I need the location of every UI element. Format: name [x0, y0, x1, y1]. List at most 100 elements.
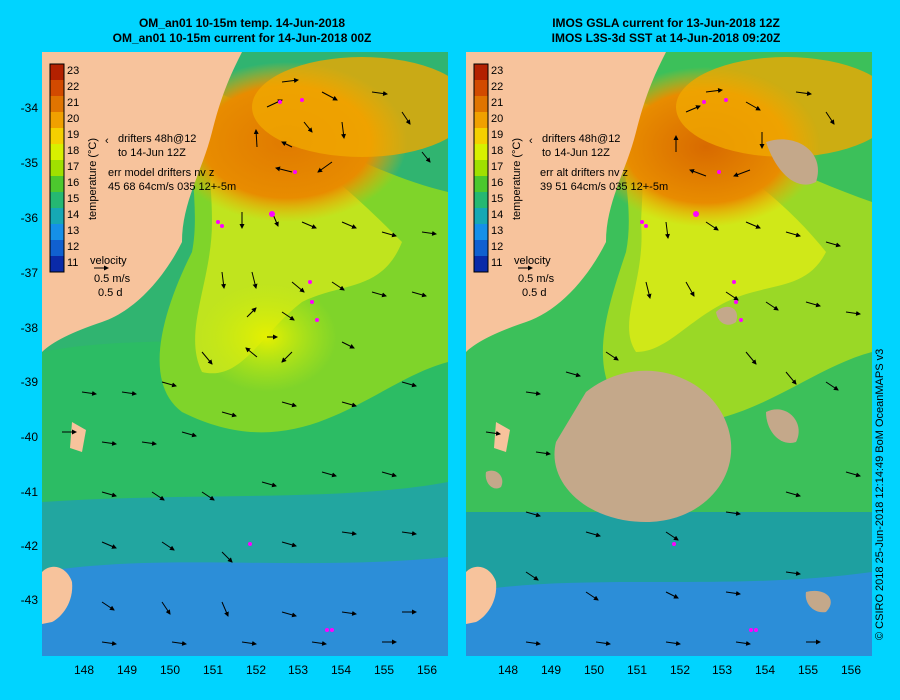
left-drifter-tracks: [216, 98, 334, 632]
left-colorbar-tick: 21: [67, 97, 79, 109]
right-colorbar-swatch: [474, 160, 488, 177]
right-colorbar-tick: 21: [491, 97, 503, 109]
left-colorbar-swatch: [50, 128, 64, 145]
right-title-line1: IMOS GSLA current for 13-Jun-2018 12Z: [552, 16, 780, 30]
right-colorbar-tick: 23: [491, 65, 503, 77]
left-colorbar-tick: 18: [67, 145, 79, 157]
right-colorbar-tick: 11: [491, 257, 502, 269]
right-velocity-duration: 0.5 d: [522, 287, 546, 299]
right-err-label-2: 39 51 64cm/s 035 12+-5m: [540, 181, 668, 193]
copyright-text: © CSIRO 2018 25-Jun-2018 12:14:49 BoM Oc…: [874, 348, 886, 640]
left-colorbar-swatch: [50, 160, 64, 177]
right-colorbar: 23 22 21 20 19 18 17 16 15 14 13 12 11 temperature (…: [473, 63, 523, 273]
left-tasmania-land: [42, 566, 73, 624]
right-colorbar-swatch: [474, 96, 488, 113]
y-label-35: -35: [20, 156, 38, 170]
left-colorbar-tick: 17: [67, 161, 79, 173]
right-x-label-153: 153: [711, 663, 733, 677]
right-drifters-label-2: to 14-Jun 12Z: [542, 147, 610, 159]
right-north-warm-band: [676, 57, 872, 157]
left-drifters-label-2: to 14-Jun 12Z: [118, 147, 186, 159]
right-err-label-1: err alt drifters nv z: [540, 167, 628, 179]
right-deep-south-water: [466, 572, 872, 656]
left-x-label-149: 149: [116, 663, 138, 677]
right-colorbar-tick: 12: [491, 241, 503, 253]
right-sst-satellite-map[interactable]: 23 22 21 20 19 18 17 16 15 14 13 12 11 temperature (…: [466, 52, 872, 656]
right-map-title: IMOS GSLA current for 13-Jun-2018 12Z IM…: [466, 16, 866, 46]
left-title-line1: OM_an01 10-15m temp. 14-Jun-2018: [138, 16, 346, 30]
right-drifters-label-1: drifters 48h@12: [542, 133, 620, 145]
right-colorbar-swatch: [474, 256, 488, 273]
left-x-label-148: 148: [73, 663, 95, 677]
right-colorbar-swatch: [474, 192, 488, 209]
right-velocity-title: velocity: [514, 255, 551, 267]
right-colorbar-swatch: [474, 128, 488, 145]
right-colorbar-swatch: [474, 112, 488, 129]
left-x-label-150: 150: [159, 663, 181, 677]
left-x-label-152: 152: [245, 663, 267, 677]
right-colorbar-swatch: [474, 144, 488, 161]
left-x-label-153: 153: [287, 663, 309, 677]
left-colorbar-swatch: [50, 96, 64, 113]
left-colorbar-tick: 14: [67, 209, 79, 221]
left-velocity-duration: 0.5 d: [98, 287, 122, 299]
right-x-label-151: 151: [626, 663, 648, 677]
left-colorbar-tick: 12: [67, 241, 79, 253]
right-colorbar-swatch: [474, 80, 488, 97]
left-map-title: OM_an01 10-15m temp. 14-Jun-2018 OM_an01…: [42, 16, 442, 46]
left-colorbar-tick: 15: [67, 193, 79, 205]
right-no-data-patches: [485, 139, 831, 613]
left-colorbar-swatch: [50, 80, 64, 97]
left-sst-model-map[interactable]: 23 22 21 20 19 18 17 16 15 14 13 12 11 temperature (…: [42, 52, 448, 656]
left-x-label-155: 155: [373, 663, 395, 677]
right-flinders-island: [494, 422, 510, 452]
right-x-label-149: 149: [540, 663, 562, 677]
right-x-label-150: 150: [583, 663, 605, 677]
left-velocity-arrows: [62, 78, 437, 646]
left-colorbar-swatch: [50, 256, 64, 273]
left-x-label-156: 156: [416, 663, 438, 677]
y-label-42: -42: [20, 539, 38, 553]
y-label-43: -43: [20, 593, 38, 607]
left-colorbar-label: temperature (°C): [87, 138, 99, 220]
y-label-40: -40: [20, 430, 38, 444]
right-colorbar-swatch: [474, 176, 488, 193]
right-colorbar-swatch: [474, 240, 488, 257]
right-australia-land: [466, 52, 666, 352]
left-velocity-speed: 0.5 m/s: [94, 273, 131, 285]
right-colorbar-swatch: [474, 224, 488, 241]
y-label-36: -36: [20, 211, 38, 225]
right-velocity-arrows: [485, 88, 861, 646]
left-colorbar-tick: 11: [67, 257, 78, 269]
left-north-warm-band: [252, 57, 448, 157]
right-colorbar-label: temperature (°C): [511, 138, 523, 220]
left-err-label-2: 45 68 64cm/s 035 12+-5m: [108, 181, 236, 193]
y-label-38: -38: [20, 321, 38, 335]
right-x-label-154: 154: [754, 663, 776, 677]
right-colorbar-tick: 15: [491, 193, 503, 205]
left-colorbar-tick: 16: [67, 177, 79, 189]
right-colorbar-tick: 14: [491, 209, 503, 221]
left-colorbar-tick: 23: [67, 65, 79, 77]
right-tasmania-land: [466, 566, 497, 624]
right-colorbar-tick: 18: [491, 145, 503, 157]
left-x-label-151: 151: [202, 663, 224, 677]
y-label-37: -37: [20, 266, 38, 280]
right-colorbar-tick: 22: [491, 81, 503, 93]
right-drifter-tracks: [640, 98, 758, 632]
left-colorbar-tick: 22: [67, 81, 79, 93]
y-label-39: -39: [20, 375, 38, 389]
left-title-line2: OM_an01 10-15m current for 14-Jun-2018 0…: [112, 31, 372, 45]
left-colorbar: 23 22 21 20 19 18 17 16 15 14 13 12 11 temperature (…: [49, 63, 99, 273]
left-drifter-marker-icon: ‹: [105, 135, 109, 147]
left-colorbar-swatch: [50, 64, 64, 81]
left-colorbar-swatch: [50, 224, 64, 241]
right-colorbar-swatch: [474, 208, 488, 225]
left-colorbar-swatch: [50, 192, 64, 209]
right-colorbar-swatch: [474, 64, 488, 81]
left-velocity-title: velocity: [90, 255, 127, 267]
left-colorbar-swatch: [50, 208, 64, 225]
left-colorbar-swatch: [50, 176, 64, 193]
y-label-34: -34: [20, 101, 38, 115]
right-x-label-148: 148: [497, 663, 519, 677]
